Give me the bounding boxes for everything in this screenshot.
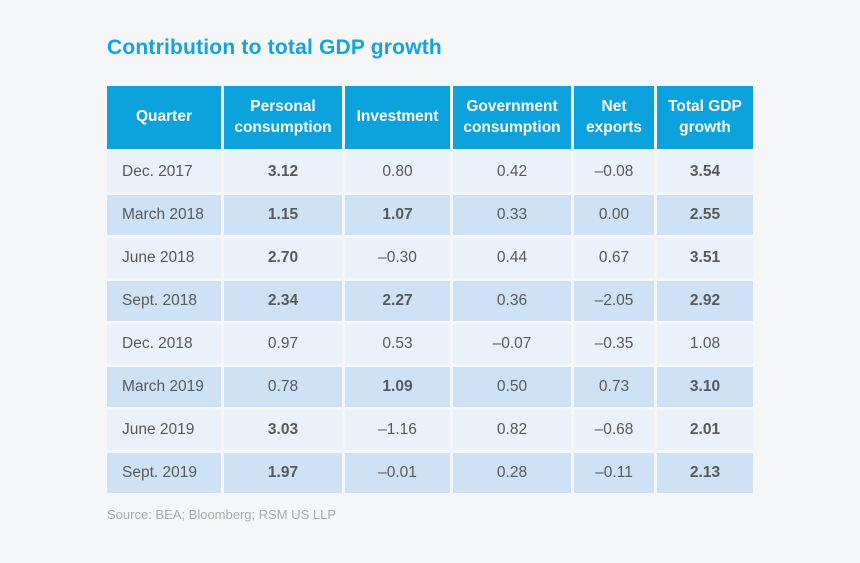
source-note: Source: BEA; Bloomberg; RSM US LLP [107, 507, 337, 522]
quarter-cell: March 2018 [107, 195, 221, 235]
value-cell: 0.67 [574, 238, 654, 278]
value-cell: 3.12 [224, 152, 342, 192]
value-cell: –0.07 [453, 324, 571, 364]
value-cell: 2.55 [657, 195, 753, 235]
quarter-cell: June 2018 [107, 238, 221, 278]
column-header-total-gdp-growth: Total GDP growth [657, 86, 753, 149]
quarter-cell: Sept. 2018 [107, 281, 221, 321]
value-cell: 0.53 [345, 324, 450, 364]
value-cell: 0.44 [453, 238, 571, 278]
column-header-government-consumption: Government consumption [453, 86, 571, 149]
value-cell: –1.16 [345, 410, 450, 450]
value-cell: –0.11 [574, 453, 654, 493]
value-cell: 2.34 [224, 281, 342, 321]
value-cell: 0.73 [574, 367, 654, 407]
value-cell: 0.97 [224, 324, 342, 364]
value-cell: 2.13 [657, 453, 753, 493]
column-header-investment: Investment [345, 86, 450, 149]
value-cell: –0.01 [345, 453, 450, 493]
value-cell: 0.78 [224, 367, 342, 407]
column-header-net-exports: Net exports [574, 86, 654, 149]
gdp-growth-table: Quarter Personal consumption Investment Gov… [107, 86, 753, 493]
quarter-cell: June 2019 [107, 410, 221, 450]
quarter-cell: Dec. 2017 [107, 152, 221, 192]
value-cell: 0.28 [453, 453, 571, 493]
value-cell: 0.80 [345, 152, 450, 192]
value-cell: 0.42 [453, 152, 571, 192]
quarter-cell: March 2019 [107, 367, 221, 407]
value-cell: –0.68 [574, 410, 654, 450]
column-header-quarter: Quarter [107, 86, 221, 149]
column-header-personal-consumption: Personal consumption [224, 86, 342, 149]
value-cell: –0.08 [574, 152, 654, 192]
value-cell: 0.50 [453, 367, 571, 407]
value-cell: 1.09 [345, 367, 450, 407]
quarter-cell: Sept. 2019 [107, 453, 221, 493]
value-cell: 3.51 [657, 238, 753, 278]
quarter-cell: Dec. 2018 [107, 324, 221, 364]
value-cell: 2.70 [224, 238, 342, 278]
value-cell: 1.97 [224, 453, 342, 493]
value-cell: 0.33 [453, 195, 571, 235]
value-cell: –0.35 [574, 324, 654, 364]
value-cell: 3.03 [224, 410, 342, 450]
value-cell: 0.36 [453, 281, 571, 321]
value-cell: 2.01 [657, 410, 753, 450]
value-cell: –0.30 [345, 238, 450, 278]
value-cell: 2.92 [657, 281, 753, 321]
value-cell: 1.08 [657, 324, 753, 364]
value-cell: 0.00 [574, 195, 654, 235]
value-cell: 2.27 [345, 281, 450, 321]
value-cell: 3.10 [657, 367, 753, 407]
page-title: Contribution to total GDP growth [107, 36, 442, 59]
value-cell: 1.15 [224, 195, 342, 235]
value-cell: 3.54 [657, 152, 753, 192]
value-cell: 1.07 [345, 195, 450, 235]
value-cell: 0.82 [453, 410, 571, 450]
value-cell: –2.05 [574, 281, 654, 321]
